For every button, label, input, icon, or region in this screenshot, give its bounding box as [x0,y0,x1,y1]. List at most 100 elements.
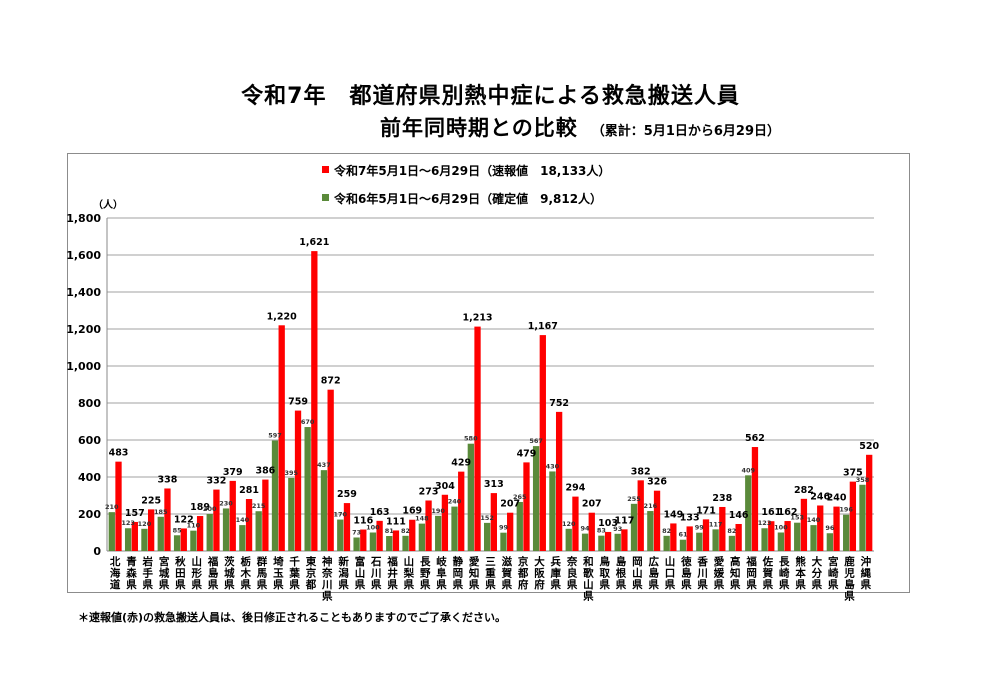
data-label-2024: 100 [366,524,380,532]
bar-2024 [304,427,311,551]
bar-2024 [826,533,834,551]
data-label-2024: 99 [695,524,705,532]
bar-2024 [337,519,344,551]
bar-2025 [555,411,563,551]
data-label-2025: 332 [207,476,227,487]
bar-2024 [353,537,360,551]
data-label-2025: 259 [337,489,357,500]
legend-swatch-2025 [322,166,329,173]
bar-2024 [157,516,164,551]
x-tick-label: 愛媛県 [713,555,725,591]
bar-2025 [343,503,351,551]
data-label-2025: 103 [598,518,618,529]
data-label-2025: 386 [255,466,275,477]
data-label-2024: 409 [741,466,755,474]
chart-frame [67,153,910,593]
bar-2025 [670,523,677,551]
bar-2025 [327,389,334,551]
y-axis-unit: （人） [93,198,123,211]
x-tick-label: 北海道 [110,555,121,591]
bar-2025 [441,494,449,551]
bar-2024 [614,533,621,551]
data-label-2025: 872 [321,376,341,387]
data-label-2025: 1,213 [462,313,492,324]
data-label-2024: 670 [301,418,315,426]
x-tick-label: 静岡県 [453,555,464,591]
data-label-2024: 123 [121,519,135,527]
data-label-2025: 116 [353,516,373,527]
bar-2024 [777,532,785,551]
data-label-2024: 358 [856,476,870,484]
bar-2025 [213,489,220,551]
bar-2024 [728,535,736,551]
data-label-2024: 81 [385,527,395,535]
x-tick-label: 福井県 [386,555,398,591]
bar-2024 [222,508,230,551]
bar-2025 [164,488,171,551]
data-label-2025: 304 [435,481,455,492]
bars [108,251,873,552]
data-label-2024: 100 [774,524,788,532]
x-tick-label: 愛知県 [469,555,480,591]
bar-2025 [278,325,285,551]
bar-2024 [320,470,328,551]
x-tick-label: 岐阜県 [436,555,447,591]
x-tick-label: 新潟県 [338,555,349,591]
data-label-2025: 163 [370,507,390,518]
x-tick-label: 滋賀県 [501,555,513,591]
bar-2025 [702,519,710,551]
data-label-2025: 483 [109,448,129,459]
legend-label-2025: 令和7年5月1日～6月29日（速報値 18,133人） [333,163,610,178]
data-label-2025: 169 [402,506,422,517]
data-label-2024: 152 [480,514,494,522]
bar-2025 [507,512,514,551]
y-tick-label: 400 [78,471,101,484]
data-label-2024: 210 [105,503,119,511]
data-label-2025: 338 [158,474,178,485]
data-label-2024: 437 [317,461,331,469]
x-tick-label: 三重県 [485,556,496,591]
bar-2024 [663,535,670,551]
bar-2024 [239,525,246,551]
bar-2025 [523,462,530,551]
bar-2024 [288,477,295,551]
x-tick-label: 京都府 [517,555,529,591]
data-label-2024: 216 [644,502,658,510]
x-tick-label: 宮崎県 [828,555,839,591]
data-label-2025: 313 [484,479,504,490]
bar-2024 [549,471,556,551]
y-tick-label: 1,000 [66,360,101,373]
bar-2025 [180,528,187,551]
bar-2024 [516,501,523,551]
data-label-2024: 153 [790,514,804,522]
data-label-2024: 140 [807,516,821,524]
x-tick-label: 栃木県 [239,555,251,591]
bar-2025 [735,523,742,551]
y-tick-label: 800 [78,397,101,410]
bar-2025 [474,326,481,551]
data-label-2025: 382 [631,466,651,477]
bar-2025 [866,454,873,551]
data-label-2024: 140 [236,516,250,524]
data-label-2025: 171 [696,505,716,516]
bar-2025 [458,471,465,551]
x-tick-label: 群馬県 [257,555,268,591]
bar-2025 [490,493,497,551]
data-label-2025: 225 [141,495,161,506]
bar-2025 [621,529,628,551]
data-label-2024: 395 [285,469,299,477]
bar-2025 [409,519,416,551]
bar-2024 [255,511,262,551]
bar-2024 [679,539,687,551]
legend-label-2024: 令和6年5月1日～6月29日（確定値 9,812人） [333,191,602,206]
data-label-2024: 597 [268,432,282,440]
data-label-2025: 189 [190,502,210,513]
data-label-2024: 170 [333,511,347,519]
data-label-2025: 207 [582,499,602,510]
x-tick-label: 石川県 [370,556,382,591]
bar-2025 [425,500,432,551]
data-label-2024: 430 [546,462,560,470]
bar-2025 [131,521,138,551]
data-label-2025: 562 [745,433,765,444]
x-tick-label: 山口県 [665,555,676,591]
